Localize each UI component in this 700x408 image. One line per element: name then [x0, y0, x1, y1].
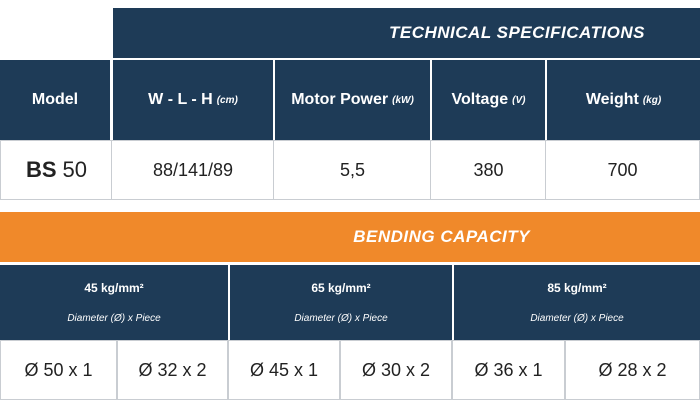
group-subtitle: Diameter (Ø) x Piece — [530, 313, 624, 324]
spec-value: 700 — [545, 140, 700, 200]
capacity-value: Ø 36 x 1 — [452, 340, 565, 400]
spec-value: 380 — [430, 140, 547, 200]
group-strength: 45 kg/mm² — [84, 281, 144, 295]
capacity-value: Ø 32 x 2 — [117, 340, 228, 400]
model-cell: BS 50 — [0, 140, 113, 200]
header-unit: (V) — [512, 94, 526, 106]
capacity-value: Ø 50 x 1 — [0, 340, 117, 400]
header-unit: (kg) — [642, 94, 662, 106]
column-header: Voltage (V) — [432, 60, 545, 140]
group-subtitle: Diameter (Ø) x Piece — [294, 313, 388, 324]
group-subtitle: Diameter (Ø) x Piece — [67, 313, 161, 324]
section-title: TECHNICAL SPECIFICATIONS — [113, 8, 700, 58]
section-title: BENDING CAPACITY — [0, 212, 700, 262]
capacity-value: Ø 28 x 2 — [565, 340, 700, 400]
model-number: 50 — [62, 157, 88, 182]
header-label: Weight — [585, 91, 639, 108]
group-strength: 85 kg/mm² — [547, 281, 607, 295]
header-unit: (cm) — [216, 94, 238, 106]
header-label: Motor Power — [291, 91, 389, 108]
header-unit: (kW) — [392, 94, 414, 106]
header-label: W - L - H — [148, 91, 213, 108]
group-header: 45 kg/mm² Diameter (Ø) x Piece — [0, 265, 228, 340]
header-label: Model — [31, 91, 79, 108]
capacity-value: Ø 45 x 1 — [228, 340, 340, 400]
spec-value: 88/141/89 — [111, 140, 275, 200]
column-header: W - L - H (cm) — [113, 60, 273, 140]
group-header: 85 kg/mm² Diameter (Ø) x Piece — [454, 265, 700, 340]
model-prefix: BS — [25, 157, 57, 182]
group-header: 65 kg/mm² Diameter (Ø) x Piece — [230, 265, 452, 340]
group-strength: 65 kg/mm² — [311, 281, 371, 295]
column-header: Motor Power (kW) — [275, 60, 430, 140]
column-header: Weight (kg) — [547, 60, 700, 140]
header-label: Voltage — [451, 91, 509, 108]
column-header: Model — [0, 60, 110, 140]
capacity-value: Ø 30 x 2 — [340, 340, 452, 400]
spec-value: 5,5 — [273, 140, 432, 200]
